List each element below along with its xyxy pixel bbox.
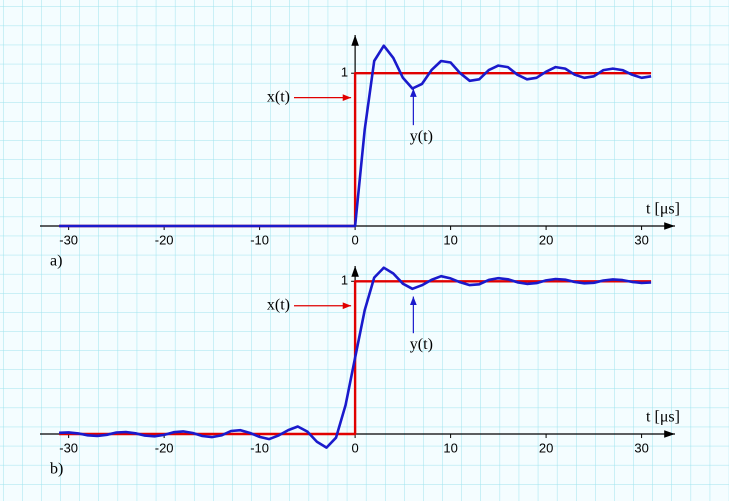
x-tick-label: -30 xyxy=(59,440,78,455)
x-tick-label: -20 xyxy=(155,440,174,455)
x-tick-label: 10 xyxy=(443,440,457,455)
x-tick-label: -10 xyxy=(250,440,269,455)
signal-label: y(t) xyxy=(410,128,433,145)
x-tick-label: 10 xyxy=(443,232,457,247)
x-tick-label: 20 xyxy=(539,232,553,247)
y-tick-label: 1 xyxy=(341,273,348,288)
x-tick-label: 0 xyxy=(351,232,358,247)
signal-label: x(t) xyxy=(267,88,290,105)
x-tick-label: 0 xyxy=(351,440,358,455)
panel-label: b) xyxy=(50,461,63,478)
panel-label: a) xyxy=(50,253,62,270)
x-tick-label: -30 xyxy=(59,232,78,247)
x-tick-label: 30 xyxy=(634,440,648,455)
x-tick-label: 30 xyxy=(634,232,648,247)
signal-label: y(t) xyxy=(410,336,433,353)
x-axis-label: t [μs] xyxy=(646,409,680,426)
x-tick-label: -10 xyxy=(250,232,269,247)
y-tick-label: 1 xyxy=(341,65,348,80)
signal-label: x(t) xyxy=(267,296,290,313)
x-tick-label: -20 xyxy=(155,232,174,247)
signal-line xyxy=(59,44,652,228)
signal-line xyxy=(59,266,652,449)
x-tick-label: 20 xyxy=(539,440,553,455)
x-axis-label: t [μs] xyxy=(646,201,680,218)
